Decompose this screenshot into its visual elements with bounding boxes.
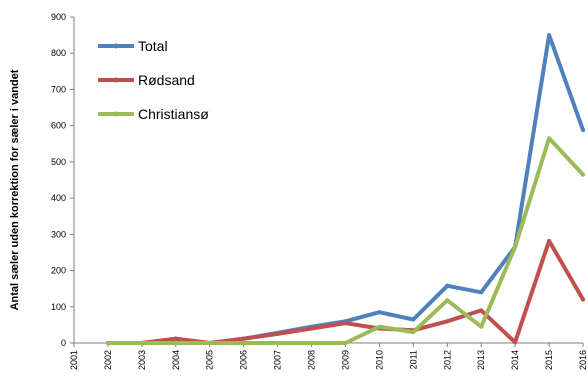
data-point-christians- bbox=[207, 341, 212, 345]
y-tick-label: 0 bbox=[61, 338, 66, 348]
data-point-christians- bbox=[343, 341, 348, 345]
data-point-christians- bbox=[105, 341, 110, 345]
data-point-r-dsand bbox=[173, 336, 178, 341]
x-tick-labels: 2001 2002 2003 2004 2005 2006 2007 2008 2009 2010… bbox=[69, 343, 588, 370]
y-tick-label: 900 bbox=[51, 12, 66, 22]
y-tick-label: 600 bbox=[51, 121, 66, 131]
x-tick-label: 2013 bbox=[476, 350, 486, 370]
data-point-christians- bbox=[309, 341, 314, 345]
y-tick-labels: 0 100 200 300 400 500 600 700 800 900 bbox=[51, 12, 74, 348]
data-point-christians- bbox=[241, 341, 246, 345]
data-point-r-dsand bbox=[343, 321, 348, 326]
data-point-total bbox=[445, 283, 450, 288]
data-point-r-dsand bbox=[479, 308, 484, 313]
x-tick-label: 2005 bbox=[205, 350, 215, 370]
legend-label-christians-: Christiansø bbox=[138, 106, 209, 122]
series-lines bbox=[105, 33, 585, 345]
data-point-total bbox=[377, 310, 382, 315]
data-point-r-dsand bbox=[547, 238, 552, 243]
data-point-christians- bbox=[547, 136, 552, 141]
legend-marker-r-dsand bbox=[113, 77, 119, 83]
data-point-christians- bbox=[581, 172, 585, 177]
axes bbox=[73, 17, 583, 344]
x-tick-label: 2011 bbox=[408, 350, 418, 369]
data-point-r-dsand bbox=[513, 340, 518, 345]
data-point-r-dsand bbox=[581, 297, 585, 302]
data-point-christians- bbox=[411, 330, 416, 335]
data-point-christians- bbox=[173, 341, 178, 345]
x-tick-label: 2006 bbox=[239, 350, 249, 370]
y-tick-label: 400 bbox=[51, 193, 66, 203]
data-point-total bbox=[411, 317, 416, 322]
x-tick-label: 2007 bbox=[273, 350, 283, 370]
x-tick-label: 2015 bbox=[544, 350, 554, 370]
y-tick-label: 300 bbox=[51, 229, 66, 239]
y-tick-label: 100 bbox=[51, 302, 66, 312]
y-tick-label: 800 bbox=[51, 48, 66, 58]
data-point-christians- bbox=[445, 298, 450, 303]
data-point-christians- bbox=[377, 324, 382, 329]
data-point-total bbox=[479, 290, 484, 295]
y-axis-label: Antal sæler uden korrektion for sæler i … bbox=[9, 69, 21, 310]
data-point-r-dsand bbox=[445, 319, 450, 324]
data-point-r-dsand bbox=[241, 336, 246, 341]
legend-marker-christians- bbox=[113, 111, 119, 117]
data-point-r-dsand bbox=[309, 326, 314, 331]
x-tick-label: 2003 bbox=[137, 350, 147, 370]
x-tick-label: 2012 bbox=[442, 350, 452, 370]
data-point-r-dsand bbox=[275, 331, 280, 336]
x-tick-label: 2010 bbox=[374, 350, 384, 370]
legend-label-total: Total bbox=[138, 38, 168, 54]
legend-label-r-dsand: Rødsand bbox=[138, 72, 195, 88]
x-tick-label: 2002 bbox=[103, 350, 113, 370]
x-tick-label: 2008 bbox=[307, 350, 317, 370]
data-point-total bbox=[547, 33, 552, 38]
legend: Total Rødsand Christiansø bbox=[98, 38, 209, 122]
x-tick-label: 2004 bbox=[171, 350, 181, 370]
x-tick-label: 2016 bbox=[578, 350, 588, 370]
x-tick-label: 2001 bbox=[69, 350, 79, 370]
y-tick-label: 700 bbox=[51, 84, 66, 94]
series-line-christians- bbox=[105, 136, 585, 345]
data-point-christians- bbox=[139, 341, 144, 345]
y-tick-label: 500 bbox=[51, 157, 66, 167]
legend-marker-total bbox=[113, 43, 119, 49]
x-tick-label: 2009 bbox=[340, 350, 350, 370]
x-tick-label: 2014 bbox=[510, 350, 520, 370]
y-tick-label: 200 bbox=[51, 266, 66, 276]
data-point-total bbox=[581, 128, 585, 133]
data-point-christians- bbox=[275, 341, 280, 345]
data-point-christians- bbox=[513, 245, 518, 250]
data-point-christians- bbox=[479, 324, 484, 329]
